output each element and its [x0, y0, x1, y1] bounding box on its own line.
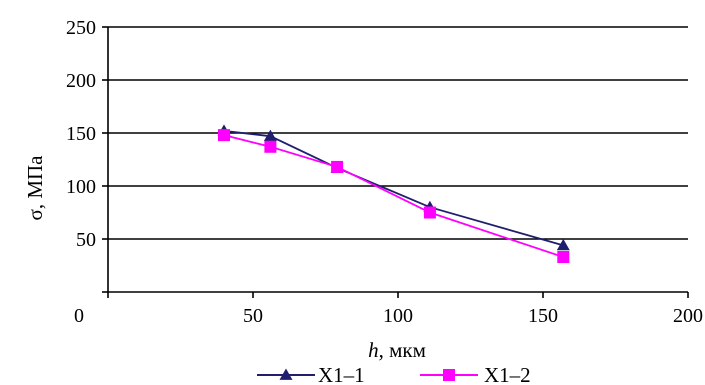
legend-item: X1–1 [257, 363, 365, 385]
x-tick-label: 200 [673, 305, 703, 327]
x-axis-title-unit: , мкм [379, 338, 426, 362]
grid-layer [108, 26, 688, 240]
x-tick-label: 100 [383, 305, 413, 327]
x-axis-title-variable: h [368, 338, 379, 362]
y-axis-title: σ, МПа [23, 155, 47, 221]
data-point [264, 140, 277, 153]
series-2 [218, 129, 570, 264]
x-tick-label: 0 [74, 305, 84, 327]
x-axis-title: h, мкм [368, 338, 426, 362]
y-tick-label: 200 [66, 70, 96, 92]
legend-label: X1–1 [318, 363, 365, 385]
legend-marker [443, 369, 455, 381]
y-tick-label: 100 [66, 176, 96, 198]
y-tick-label: 150 [66, 123, 96, 145]
x-tick-label: 150 [528, 305, 558, 327]
data-point [331, 160, 344, 173]
data-point [423, 206, 436, 219]
legend-item: X1–2 [420, 363, 531, 385]
data-point [556, 238, 570, 251]
legend-label: X1–2 [484, 363, 531, 385]
series-layer [217, 124, 570, 264]
legend-marker [279, 368, 293, 380]
legend: X1–1 X1–2 [257, 363, 531, 385]
axis-layer [102, 26, 689, 298]
data-point [557, 251, 570, 264]
y-tick-label: 250 [66, 17, 96, 39]
x-tick-label: 50 [243, 305, 263, 327]
label-layer: 50 100 150 200 250 0 50 100 150 200 [66, 17, 703, 327]
data-point [263, 129, 277, 142]
data-point [218, 129, 230, 142]
y-tick-label: 50 [76, 229, 96, 251]
